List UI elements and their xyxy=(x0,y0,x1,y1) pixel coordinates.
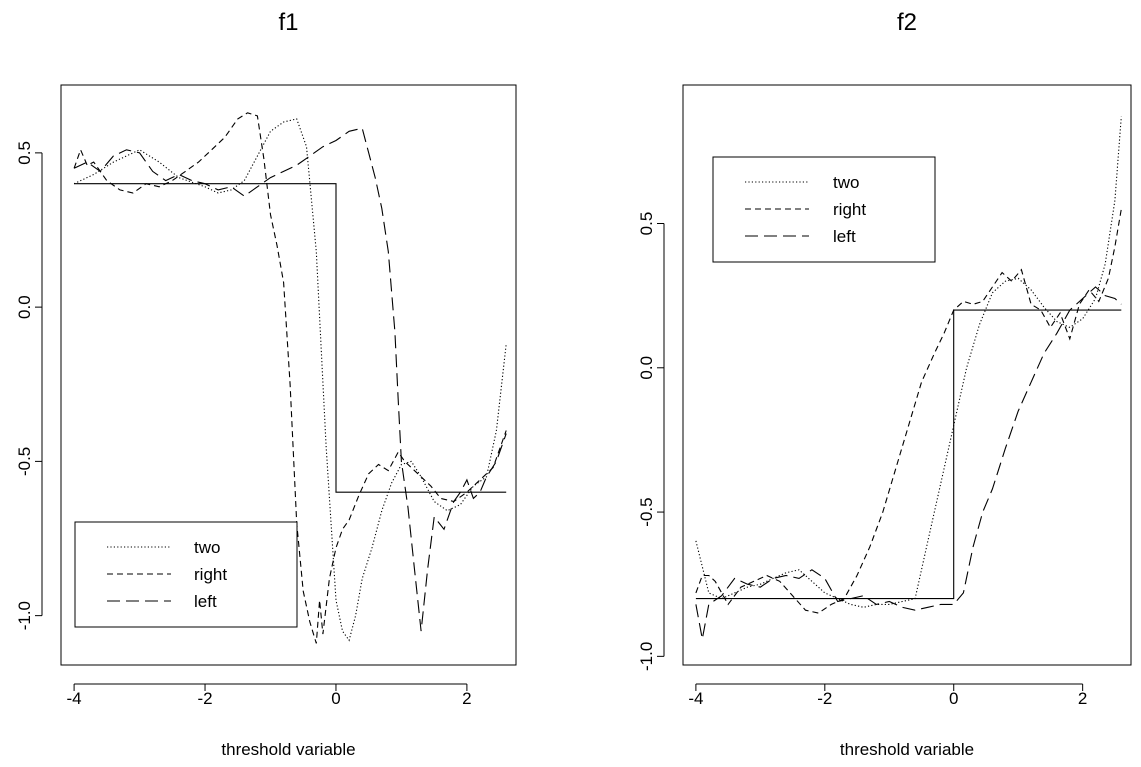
chart-title: f1 xyxy=(278,9,298,36)
legend-label-right: right xyxy=(194,565,227,584)
x-tick-label: -2 xyxy=(197,689,212,708)
x-tick-label: 0 xyxy=(331,689,340,708)
plot-frame xyxy=(60,84,517,666)
x-tick-label: -2 xyxy=(817,689,832,708)
chart-title: f2 xyxy=(897,9,917,36)
legend-label-left: left xyxy=(194,592,217,611)
x-tick-label: 0 xyxy=(949,689,958,708)
panel-f2: f2 -4 -2 0 2 threshold variable -1.0 -0.5 0.0 0.5… xyxy=(637,9,1132,759)
series-left-line xyxy=(695,286,1122,640)
panel-f1: f1 -4 -2 0 2 threshold variable -1.0 -0.5 0.0 0.5… xyxy=(15,9,517,759)
x-tick-label: 2 xyxy=(1078,689,1087,708)
y-tick-label: -0.5 xyxy=(637,497,656,526)
x-axis-label: threshold variable xyxy=(840,740,974,759)
legend-label-two: two xyxy=(194,538,220,557)
x-axis-label: threshold variable xyxy=(221,740,355,759)
x-tick-label: -4 xyxy=(688,689,703,708)
legend: two right left xyxy=(74,521,298,628)
legend: two right left xyxy=(712,156,936,263)
y-tick-label: 0.5 xyxy=(15,141,34,165)
y-tick-label: -1.0 xyxy=(15,601,34,630)
plot-frame xyxy=(682,84,1132,666)
legend-label-two: two xyxy=(833,173,859,192)
y-tick-label: -1.0 xyxy=(637,642,656,671)
series-right-line xyxy=(73,112,507,644)
legend-label-left: left xyxy=(833,227,856,246)
legend-label-right: right xyxy=(833,200,866,219)
y-tick-label: -0.5 xyxy=(15,447,34,476)
series-two-line xyxy=(73,118,507,642)
series-two-line xyxy=(695,116,1122,608)
series-true-line xyxy=(74,183,507,493)
series-left-line xyxy=(73,127,507,632)
x-tick-label: -4 xyxy=(67,689,82,708)
y-tick-label: 0.5 xyxy=(637,212,656,236)
x-tick-label: 2 xyxy=(462,689,471,708)
y-tick-label: 0.0 xyxy=(637,356,656,380)
y-tick-label: 0.0 xyxy=(15,295,34,319)
series-true-line xyxy=(695,309,1122,600)
series-right-line xyxy=(695,209,1122,614)
